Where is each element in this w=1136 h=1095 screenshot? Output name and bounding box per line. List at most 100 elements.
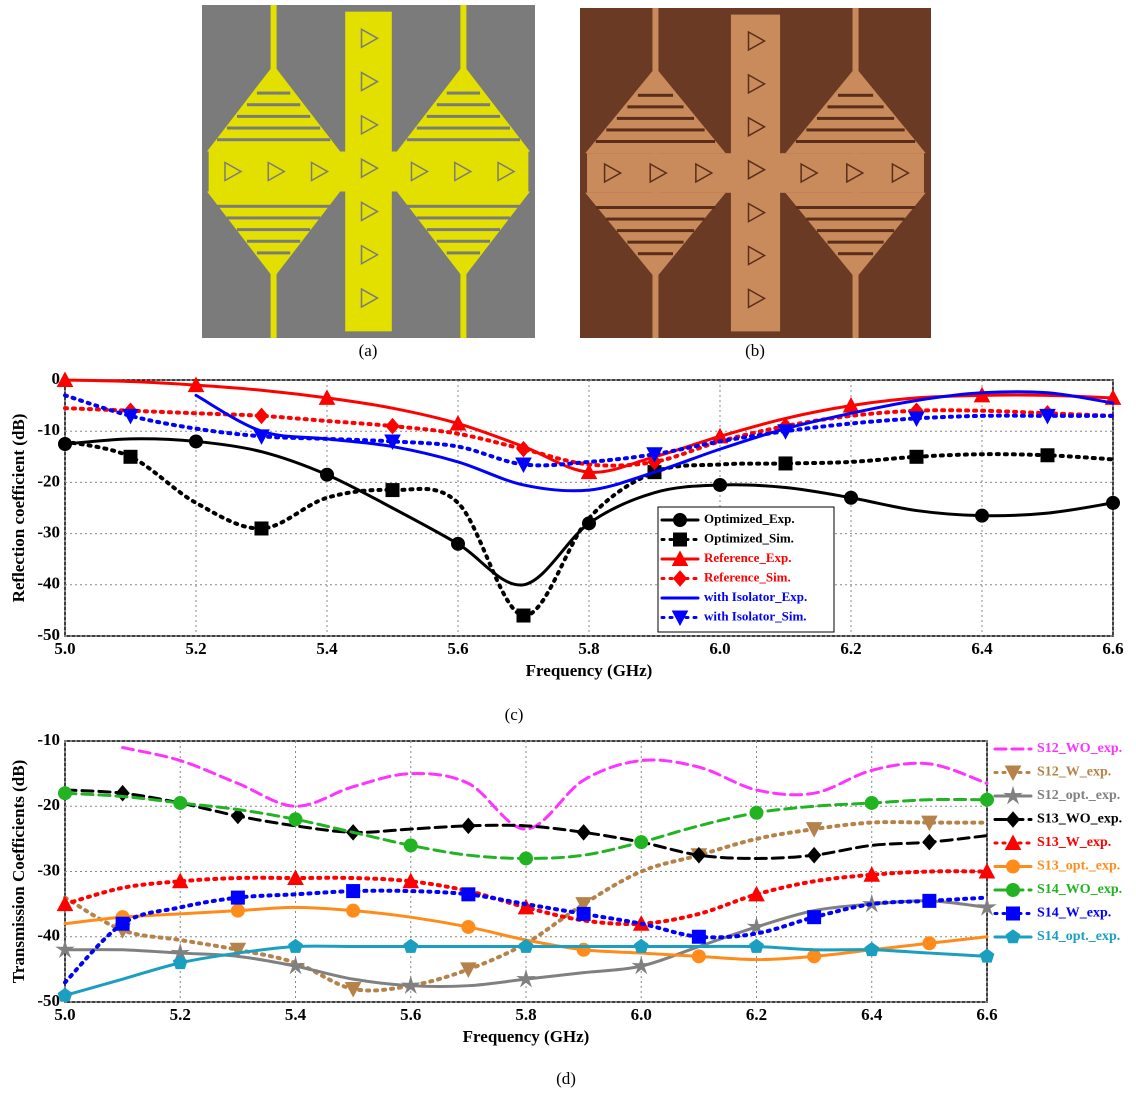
radiator [206,191,341,279]
arrow [603,162,623,184]
marker [384,434,401,450]
arrow [846,162,865,184]
slot [436,239,491,243]
x-tick-label: 5.4 [285,1005,307,1024]
marker [461,919,476,934]
radiator [396,64,531,152]
series-line [194,390,1115,493]
slot [837,93,874,97]
marker [56,371,74,387]
radiator [396,191,531,279]
y-tick-label: -20 [37,471,60,490]
marker [691,846,707,864]
marker [461,887,476,902]
slot [616,229,695,233]
arrow [747,288,767,309]
arrow [649,162,668,184]
legend-label: Optimized_Sim. [704,530,794,545]
x-tick-label: 5.6 [447,639,468,658]
marker [633,938,649,953]
x-tick-label: 6.6 [1102,639,1123,658]
legend-label: S12_opt._exp. [1037,788,1120,803]
marker [576,906,591,921]
marker [863,866,881,882]
y-axis-label: Transmission Coefficients (dB) [9,760,28,984]
marker [777,424,794,440]
marker [864,795,879,810]
marker [187,376,205,393]
y-tick-label: -30 [37,860,60,879]
arrow [360,287,380,309]
marker [516,440,531,458]
marker [320,467,334,482]
legend-marker [1006,906,1020,921]
slot [816,116,895,120]
marker [515,457,532,474]
marker [451,536,465,551]
y-tick-label: -40 [37,574,60,593]
marker [400,975,421,995]
slot [595,140,716,143]
marker [173,795,188,810]
marker [922,893,937,908]
marker [575,897,592,913]
slot [416,216,511,220]
marker [318,389,336,405]
slot [246,103,301,107]
marker [909,449,924,464]
marker [288,938,303,953]
x-tick-label: 5.4 [316,639,338,658]
marker [805,822,823,838]
marker [980,792,994,807]
marker [1106,495,1120,510]
marker [403,938,419,953]
arrow [747,30,767,52]
x-axis-label: Frequency (GHz) [526,661,653,680]
x-tick-label: 5.0 [54,1005,75,1024]
marker [580,463,598,480]
legend-marker [1003,785,1023,805]
marker [58,786,72,801]
x-tick-label: 6.4 [861,1005,883,1024]
marker [975,508,989,523]
marker [171,872,189,889]
marker [922,833,937,851]
slot [816,229,895,233]
marker [172,955,188,970]
legend-marker [1005,811,1021,828]
arrow [800,162,819,184]
slot [226,126,321,130]
slot [216,138,331,142]
arrow [497,161,516,182]
marker [230,890,245,905]
slot [446,251,481,255]
slot [795,140,916,143]
radiator [585,67,726,154]
slot [827,240,884,244]
arrow [360,157,380,179]
marker [230,807,246,825]
marker [973,386,991,403]
arrow [360,201,380,222]
slot [426,114,501,118]
arrow [310,161,330,182]
marker [287,869,304,886]
slot [627,105,684,109]
radiator [206,64,341,152]
marker [977,897,997,916]
slot [806,217,905,221]
legend-label: S14_opt._exp. [1037,929,1120,944]
legend-marker [1004,834,1022,850]
marker [229,942,247,959]
legend-label: S13_W_exp. [1037,835,1111,850]
marker [516,968,536,988]
marker [922,936,937,951]
arrow [747,202,767,223]
slot [606,217,705,221]
marker [254,407,269,425]
arrow [224,161,243,182]
arrow [747,116,767,138]
marker [346,903,361,918]
arrow [747,73,767,95]
marker [55,939,75,959]
